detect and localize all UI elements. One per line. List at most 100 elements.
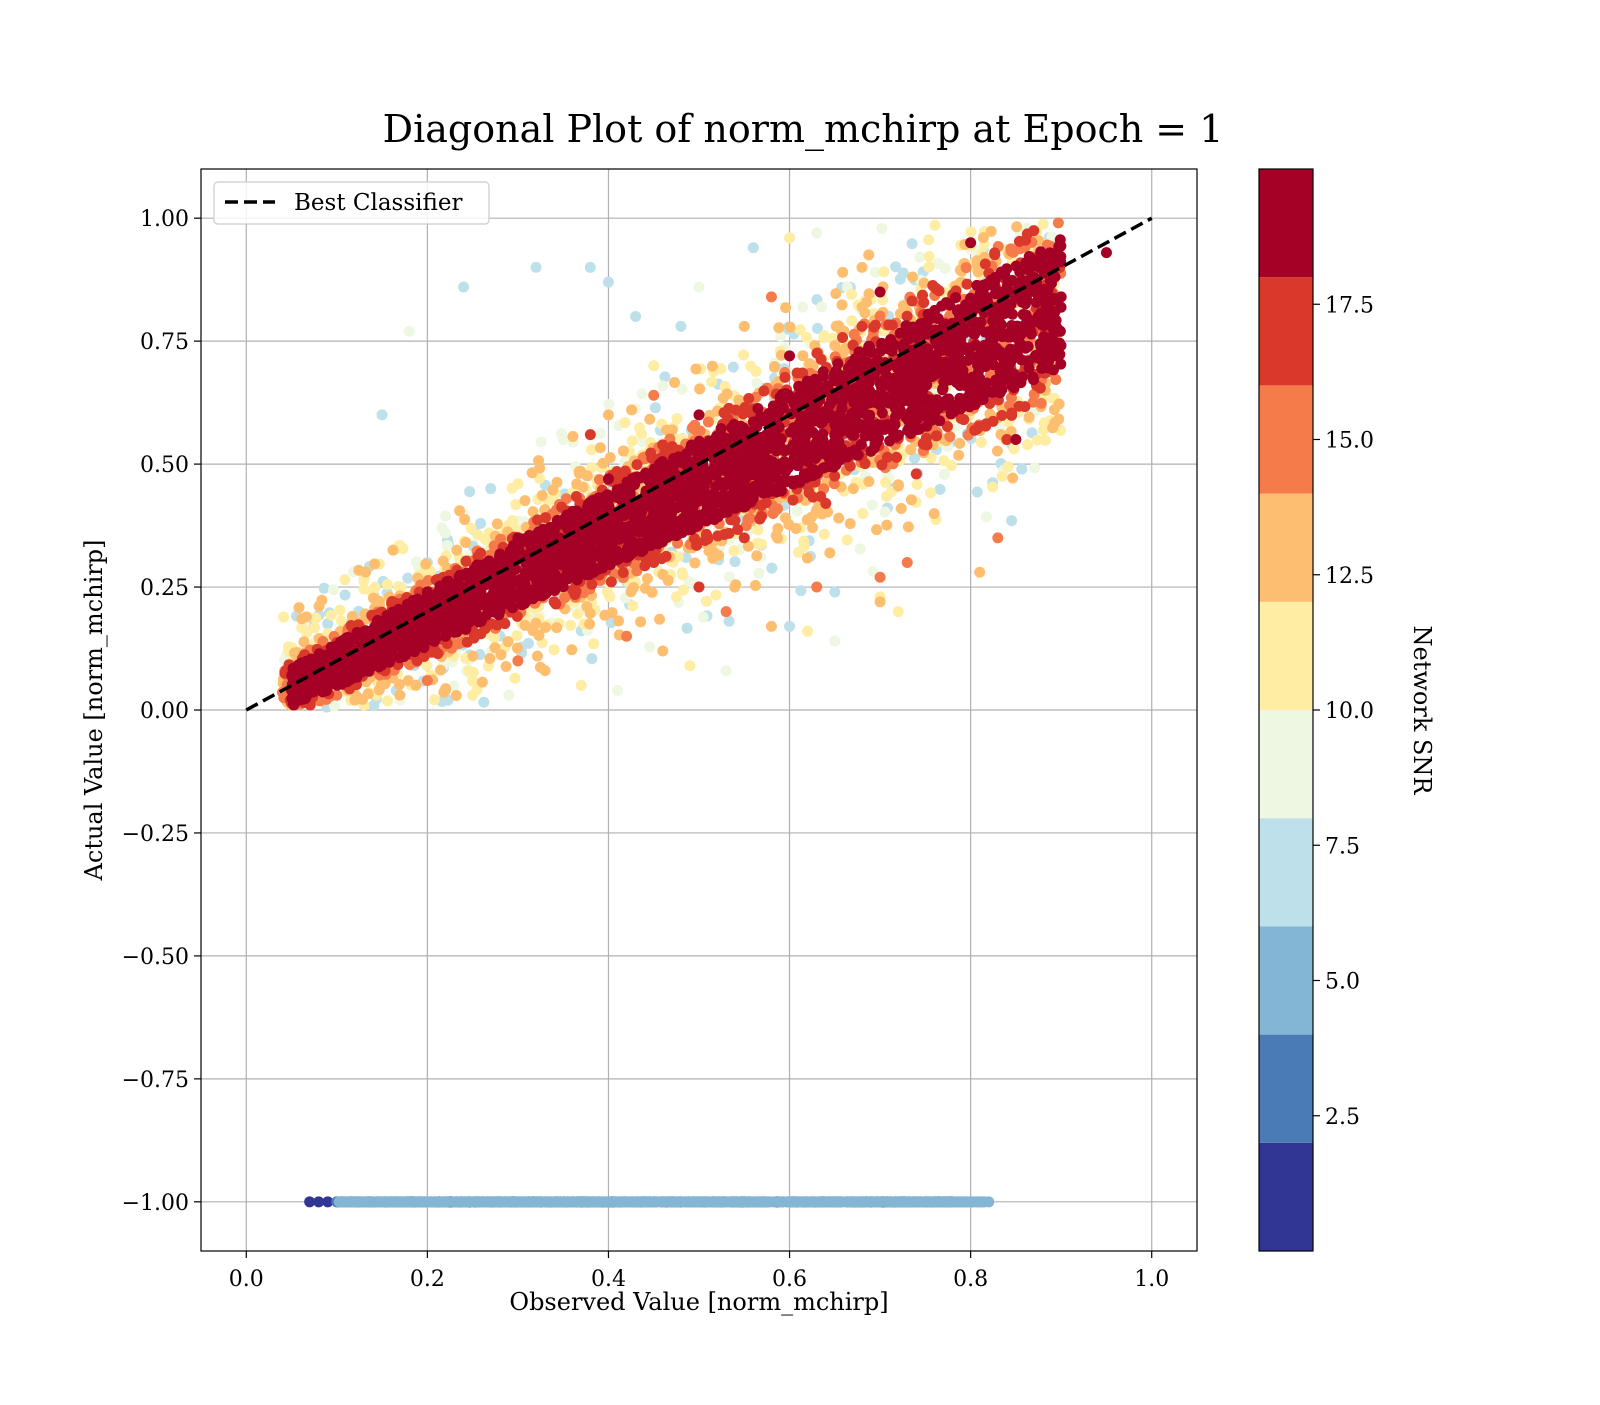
data-point (507, 516, 518, 527)
data-point (925, 487, 936, 498)
data-point (677, 569, 688, 580)
data-point (438, 687, 449, 698)
data-point (943, 1196, 954, 1207)
data-point (902, 311, 913, 322)
data-point (698, 611, 709, 622)
data-point (860, 458, 871, 469)
data-point (992, 532, 1003, 543)
data-point (694, 582, 705, 593)
data-point (914, 252, 925, 263)
data-point (724, 616, 735, 627)
data-point (596, 1196, 607, 1207)
data-point (387, 545, 398, 556)
data-point (694, 409, 705, 420)
data-point (659, 371, 670, 382)
data-point (598, 458, 609, 469)
data-point (845, 518, 856, 529)
data-point (981, 511, 992, 522)
data-point (360, 566, 371, 577)
data-point (837, 299, 848, 310)
data-point (962, 279, 973, 290)
data-point (627, 600, 638, 611)
data-point (772, 523, 783, 534)
data-point (730, 556, 741, 567)
data-point (896, 503, 907, 514)
data-point (489, 632, 500, 643)
data-point (907, 238, 918, 249)
data-point (586, 653, 597, 664)
data-point (761, 497, 772, 508)
data-point (610, 1196, 621, 1207)
data-point (468, 667, 479, 678)
data-point (636, 429, 647, 440)
data-point (924, 261, 935, 272)
data-point (931, 430, 942, 441)
data-point (416, 1196, 427, 1207)
data-point (871, 524, 882, 535)
data-point (501, 661, 512, 672)
data-point (451, 545, 462, 556)
data-point (846, 315, 857, 326)
data-point (819, 330, 830, 341)
data-point (694, 282, 705, 293)
data-point (846, 289, 857, 300)
data-point (989, 247, 1000, 258)
data-point (1101, 247, 1112, 258)
data-point (766, 621, 777, 632)
data-point (875, 572, 886, 583)
data-point (730, 515, 741, 526)
data-point (603, 409, 614, 420)
data-point (902, 1196, 913, 1207)
data-point (552, 1196, 563, 1207)
data-point (460, 556, 471, 567)
data-point (863, 249, 874, 260)
data-point (730, 405, 741, 416)
data-point (1036, 398, 1047, 409)
data-point (914, 1196, 925, 1207)
data-point (429, 694, 440, 705)
data-point (657, 380, 668, 391)
data-point (404, 326, 415, 337)
data-point (719, 529, 730, 540)
data-point (647, 587, 658, 598)
data-point (459, 514, 470, 525)
data-point (753, 568, 764, 579)
data-point (339, 574, 350, 585)
data-point (953, 450, 964, 461)
data-point (976, 437, 987, 448)
data-point (630, 311, 641, 322)
data-point (893, 481, 904, 492)
data-point (532, 651, 543, 662)
data-point (586, 579, 597, 590)
data-point (802, 553, 813, 564)
data-point (393, 581, 404, 592)
data-point (492, 518, 503, 529)
data-point (784, 621, 795, 632)
data-point (382, 579, 393, 590)
data-point (478, 697, 489, 708)
data-point (868, 322, 879, 333)
data-point (685, 1196, 696, 1207)
data-point (980, 258, 991, 269)
data-point (1035, 383, 1046, 394)
data-point (794, 1196, 805, 1207)
data-point (882, 452, 893, 463)
data-point (902, 557, 913, 568)
data-point (618, 567, 629, 578)
data-point (551, 477, 562, 488)
data-point (585, 429, 596, 440)
data-point (878, 266, 889, 277)
data-point (1002, 461, 1013, 472)
data-point (882, 1196, 893, 1207)
data-point (618, 446, 629, 457)
data-point (992, 445, 1003, 456)
data-point (1024, 412, 1035, 423)
data-point (293, 602, 304, 613)
data-point (772, 503, 783, 514)
data-point (797, 302, 808, 313)
data-point (845, 1196, 856, 1207)
data-point (819, 529, 830, 540)
data-point (657, 645, 668, 656)
data-point (574, 466, 585, 477)
